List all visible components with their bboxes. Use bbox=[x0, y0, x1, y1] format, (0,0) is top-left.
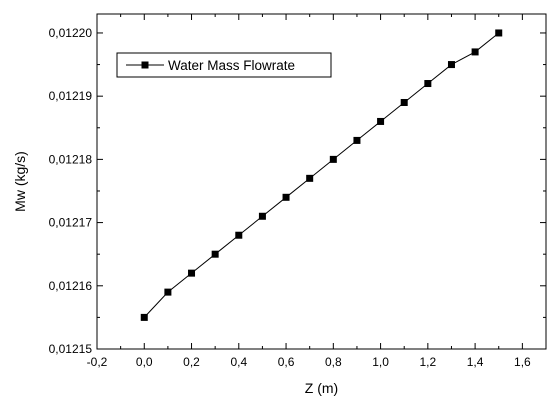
data-point bbox=[447, 61, 455, 69]
y-tick-label: 0,01215 bbox=[49, 342, 93, 356]
plot-frame bbox=[96, 13, 547, 350]
x-axis-ticks: -0,2 0,0 0,2 0,4 0,6 0,8 1,0 1,2 1,4 1,6 bbox=[87, 14, 531, 369]
plot-area-border bbox=[96, 13, 547, 350]
data-point bbox=[211, 250, 219, 258]
data-point bbox=[306, 174, 314, 182]
data-point bbox=[353, 136, 361, 144]
y-tick-label: 0,01216 bbox=[49, 279, 93, 293]
x-tick-label: 0,2 bbox=[183, 355, 200, 369]
data-point bbox=[164, 288, 172, 296]
y-tick-label: 0,01218 bbox=[49, 152, 93, 166]
data-point bbox=[282, 193, 290, 201]
x-tick-label: 1,2 bbox=[419, 355, 436, 369]
y-tick-label: 0,01219 bbox=[49, 89, 93, 103]
x-axis-title: Z (m) bbox=[305, 380, 338, 396]
data-point bbox=[235, 231, 243, 239]
legend-label: Water Mass Flowrate bbox=[168, 58, 295, 73]
x-tick-label: 0,4 bbox=[230, 355, 247, 369]
x-tick-label: 0,6 bbox=[278, 355, 295, 369]
x-tick-label: 0,8 bbox=[325, 355, 342, 369]
y-tick-label: 0,01217 bbox=[49, 216, 93, 230]
legend-marker bbox=[141, 61, 149, 69]
series-layer bbox=[140, 29, 503, 321]
data-point bbox=[377, 117, 385, 125]
x-tick-label: 1,0 bbox=[372, 355, 389, 369]
data-point bbox=[495, 29, 503, 37]
data-point bbox=[188, 269, 196, 277]
series-line bbox=[143, 32, 500, 318]
data-point bbox=[140, 313, 148, 321]
y-axis-ticks: 0,01215 0,01216 0,01217 0,01218 0,01219 0,012… bbox=[49, 26, 546, 356]
x-tick-label: -0,2 bbox=[87, 355, 108, 369]
x-tick-label: 1,6 bbox=[514, 355, 531, 369]
data-point bbox=[471, 48, 479, 56]
legend: Water Mass Flowrate bbox=[116, 52, 332, 78]
data-point bbox=[329, 155, 337, 163]
x-tick-label: 1,4 bbox=[467, 355, 484, 369]
data-point bbox=[258, 212, 266, 220]
y-axis-title: Mw (kg/s) bbox=[12, 151, 28, 212]
x-tick-label: 0,0 bbox=[136, 355, 153, 369]
data-point bbox=[400, 98, 408, 106]
y-tick-label: 0,01220 bbox=[49, 26, 93, 40]
data-point bbox=[424, 80, 432, 88]
